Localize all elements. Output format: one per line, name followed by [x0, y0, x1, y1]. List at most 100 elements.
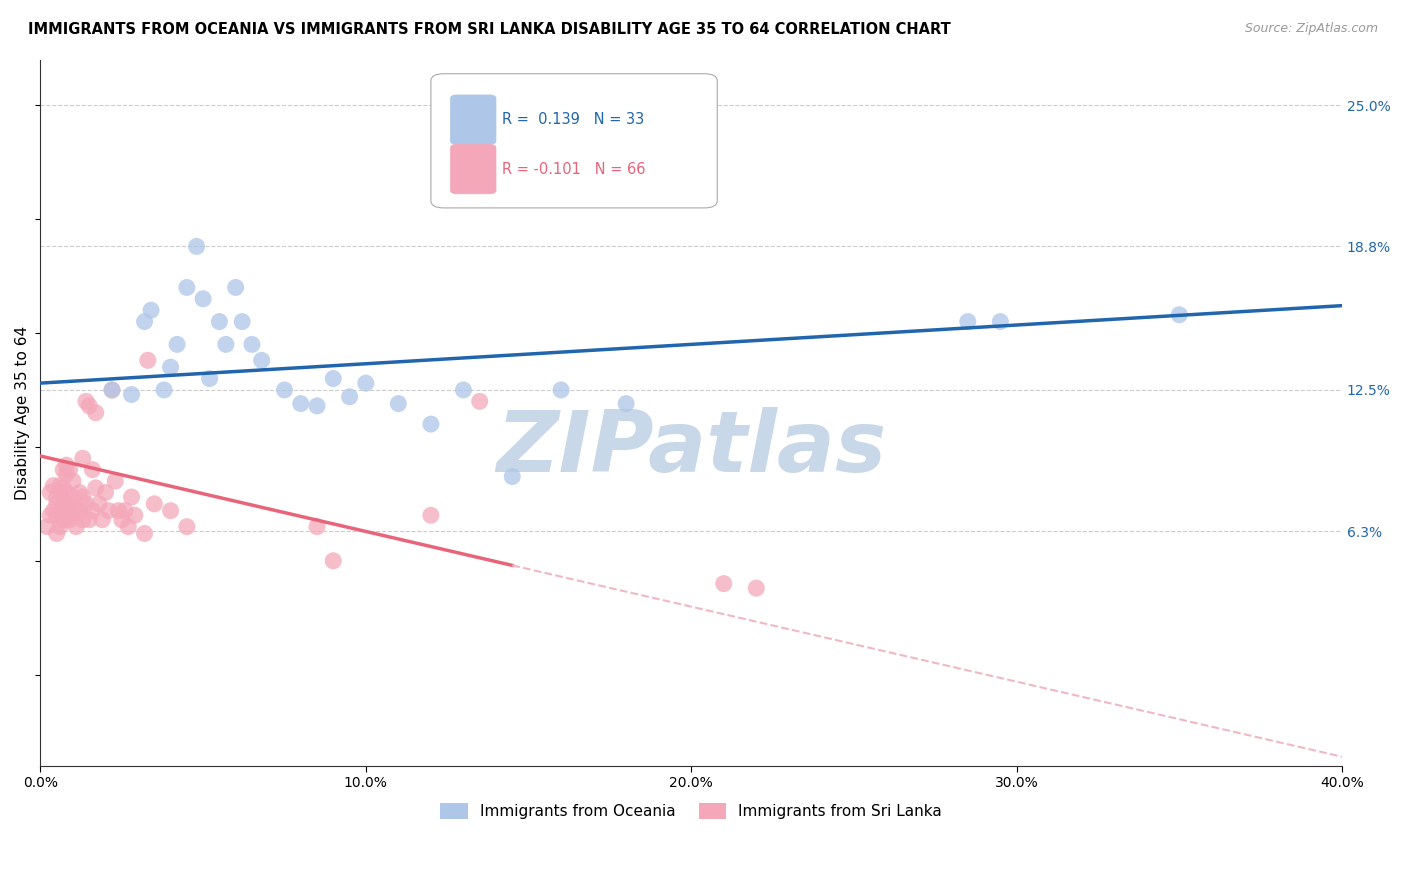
Point	[956, 315, 979, 329]
Point	[114, 504, 136, 518]
Point	[59, 463, 82, 477]
Point	[45, 497, 67, 511]
Point	[52, 513, 75, 527]
Point	[136, 353, 159, 368]
Point	[75, 497, 97, 511]
Point	[186, 239, 208, 253]
Point	[745, 581, 768, 595]
Point	[322, 371, 344, 385]
Point	[91, 513, 114, 527]
Point	[42, 478, 65, 492]
Point	[387, 396, 409, 410]
Point	[97, 504, 120, 518]
Point	[159, 504, 181, 518]
Point	[468, 394, 491, 409]
Point	[101, 383, 124, 397]
Point	[550, 383, 572, 397]
Point	[55, 467, 77, 482]
Point	[62, 474, 84, 488]
Point	[273, 383, 295, 397]
Point	[62, 490, 84, 504]
Point	[75, 394, 97, 409]
Text: R =  0.139   N = 33: R = 0.139 N = 33	[502, 112, 645, 128]
Point	[35, 519, 58, 533]
Point	[49, 478, 72, 492]
Text: Source: ZipAtlas.com: Source: ZipAtlas.com	[1244, 22, 1378, 36]
Point	[290, 396, 312, 410]
Point	[208, 315, 231, 329]
FancyBboxPatch shape	[430, 74, 717, 208]
Point	[82, 463, 104, 477]
Point	[107, 504, 129, 518]
Point	[198, 371, 221, 385]
Point	[121, 490, 143, 504]
Text: R = -0.101   N = 66: R = -0.101 N = 66	[502, 161, 645, 177]
Point	[240, 337, 263, 351]
Point	[55, 508, 77, 523]
Point	[419, 508, 441, 523]
Point	[77, 513, 100, 527]
Point	[65, 519, 87, 533]
Point	[111, 513, 134, 527]
Point	[84, 481, 107, 495]
Text: IMMIGRANTS FROM OCEANIA VS IMMIGRANTS FROM SRI LANKA DISABILITY AGE 35 TO 64 COR: IMMIGRANTS FROM OCEANIA VS IMMIGRANTS FR…	[28, 22, 950, 37]
Point	[134, 526, 156, 541]
Point	[250, 353, 273, 368]
Point	[614, 396, 637, 410]
Point	[52, 513, 75, 527]
Point	[55, 485, 77, 500]
Point	[94, 485, 117, 500]
Point	[87, 497, 110, 511]
Point	[52, 463, 75, 477]
Point	[49, 519, 72, 533]
Point	[72, 451, 94, 466]
Point	[153, 383, 176, 397]
Point	[84, 406, 107, 420]
Point	[117, 519, 139, 533]
Point	[713, 576, 735, 591]
Point	[419, 417, 441, 431]
Point	[453, 383, 475, 397]
Point	[59, 497, 82, 511]
Point	[52, 497, 75, 511]
Point	[231, 315, 253, 329]
Point	[39, 508, 62, 523]
Point	[354, 376, 377, 391]
Point	[69, 485, 91, 500]
Point	[339, 390, 361, 404]
FancyBboxPatch shape	[450, 95, 496, 145]
Point	[45, 526, 67, 541]
Point	[55, 497, 77, 511]
Point	[42, 504, 65, 518]
Point	[139, 303, 162, 318]
Point	[225, 280, 247, 294]
Point	[65, 501, 87, 516]
Point	[45, 508, 67, 523]
Point	[55, 458, 77, 472]
Point	[322, 554, 344, 568]
Point	[72, 490, 94, 504]
Point	[72, 513, 94, 527]
Point	[101, 383, 124, 397]
Point	[52, 481, 75, 495]
Y-axis label: Disability Age 35 to 64: Disability Age 35 to 64	[15, 326, 30, 500]
Point	[176, 280, 198, 294]
Point	[191, 292, 214, 306]
Point	[62, 508, 84, 523]
Point	[159, 360, 181, 375]
Point	[124, 508, 146, 523]
Point	[69, 504, 91, 518]
Point	[121, 387, 143, 401]
Point	[49, 485, 72, 500]
Point	[305, 399, 328, 413]
Point	[176, 519, 198, 533]
Point	[82, 504, 104, 518]
Text: ZIPatlas: ZIPatlas	[496, 407, 886, 490]
Point	[166, 337, 188, 351]
Point	[59, 513, 82, 527]
Point	[143, 497, 166, 511]
Point	[45, 490, 67, 504]
Point	[501, 469, 523, 483]
Point	[39, 485, 62, 500]
Legend: Immigrants from Oceania, Immigrants from Sri Lanka: Immigrants from Oceania, Immigrants from…	[434, 797, 948, 825]
